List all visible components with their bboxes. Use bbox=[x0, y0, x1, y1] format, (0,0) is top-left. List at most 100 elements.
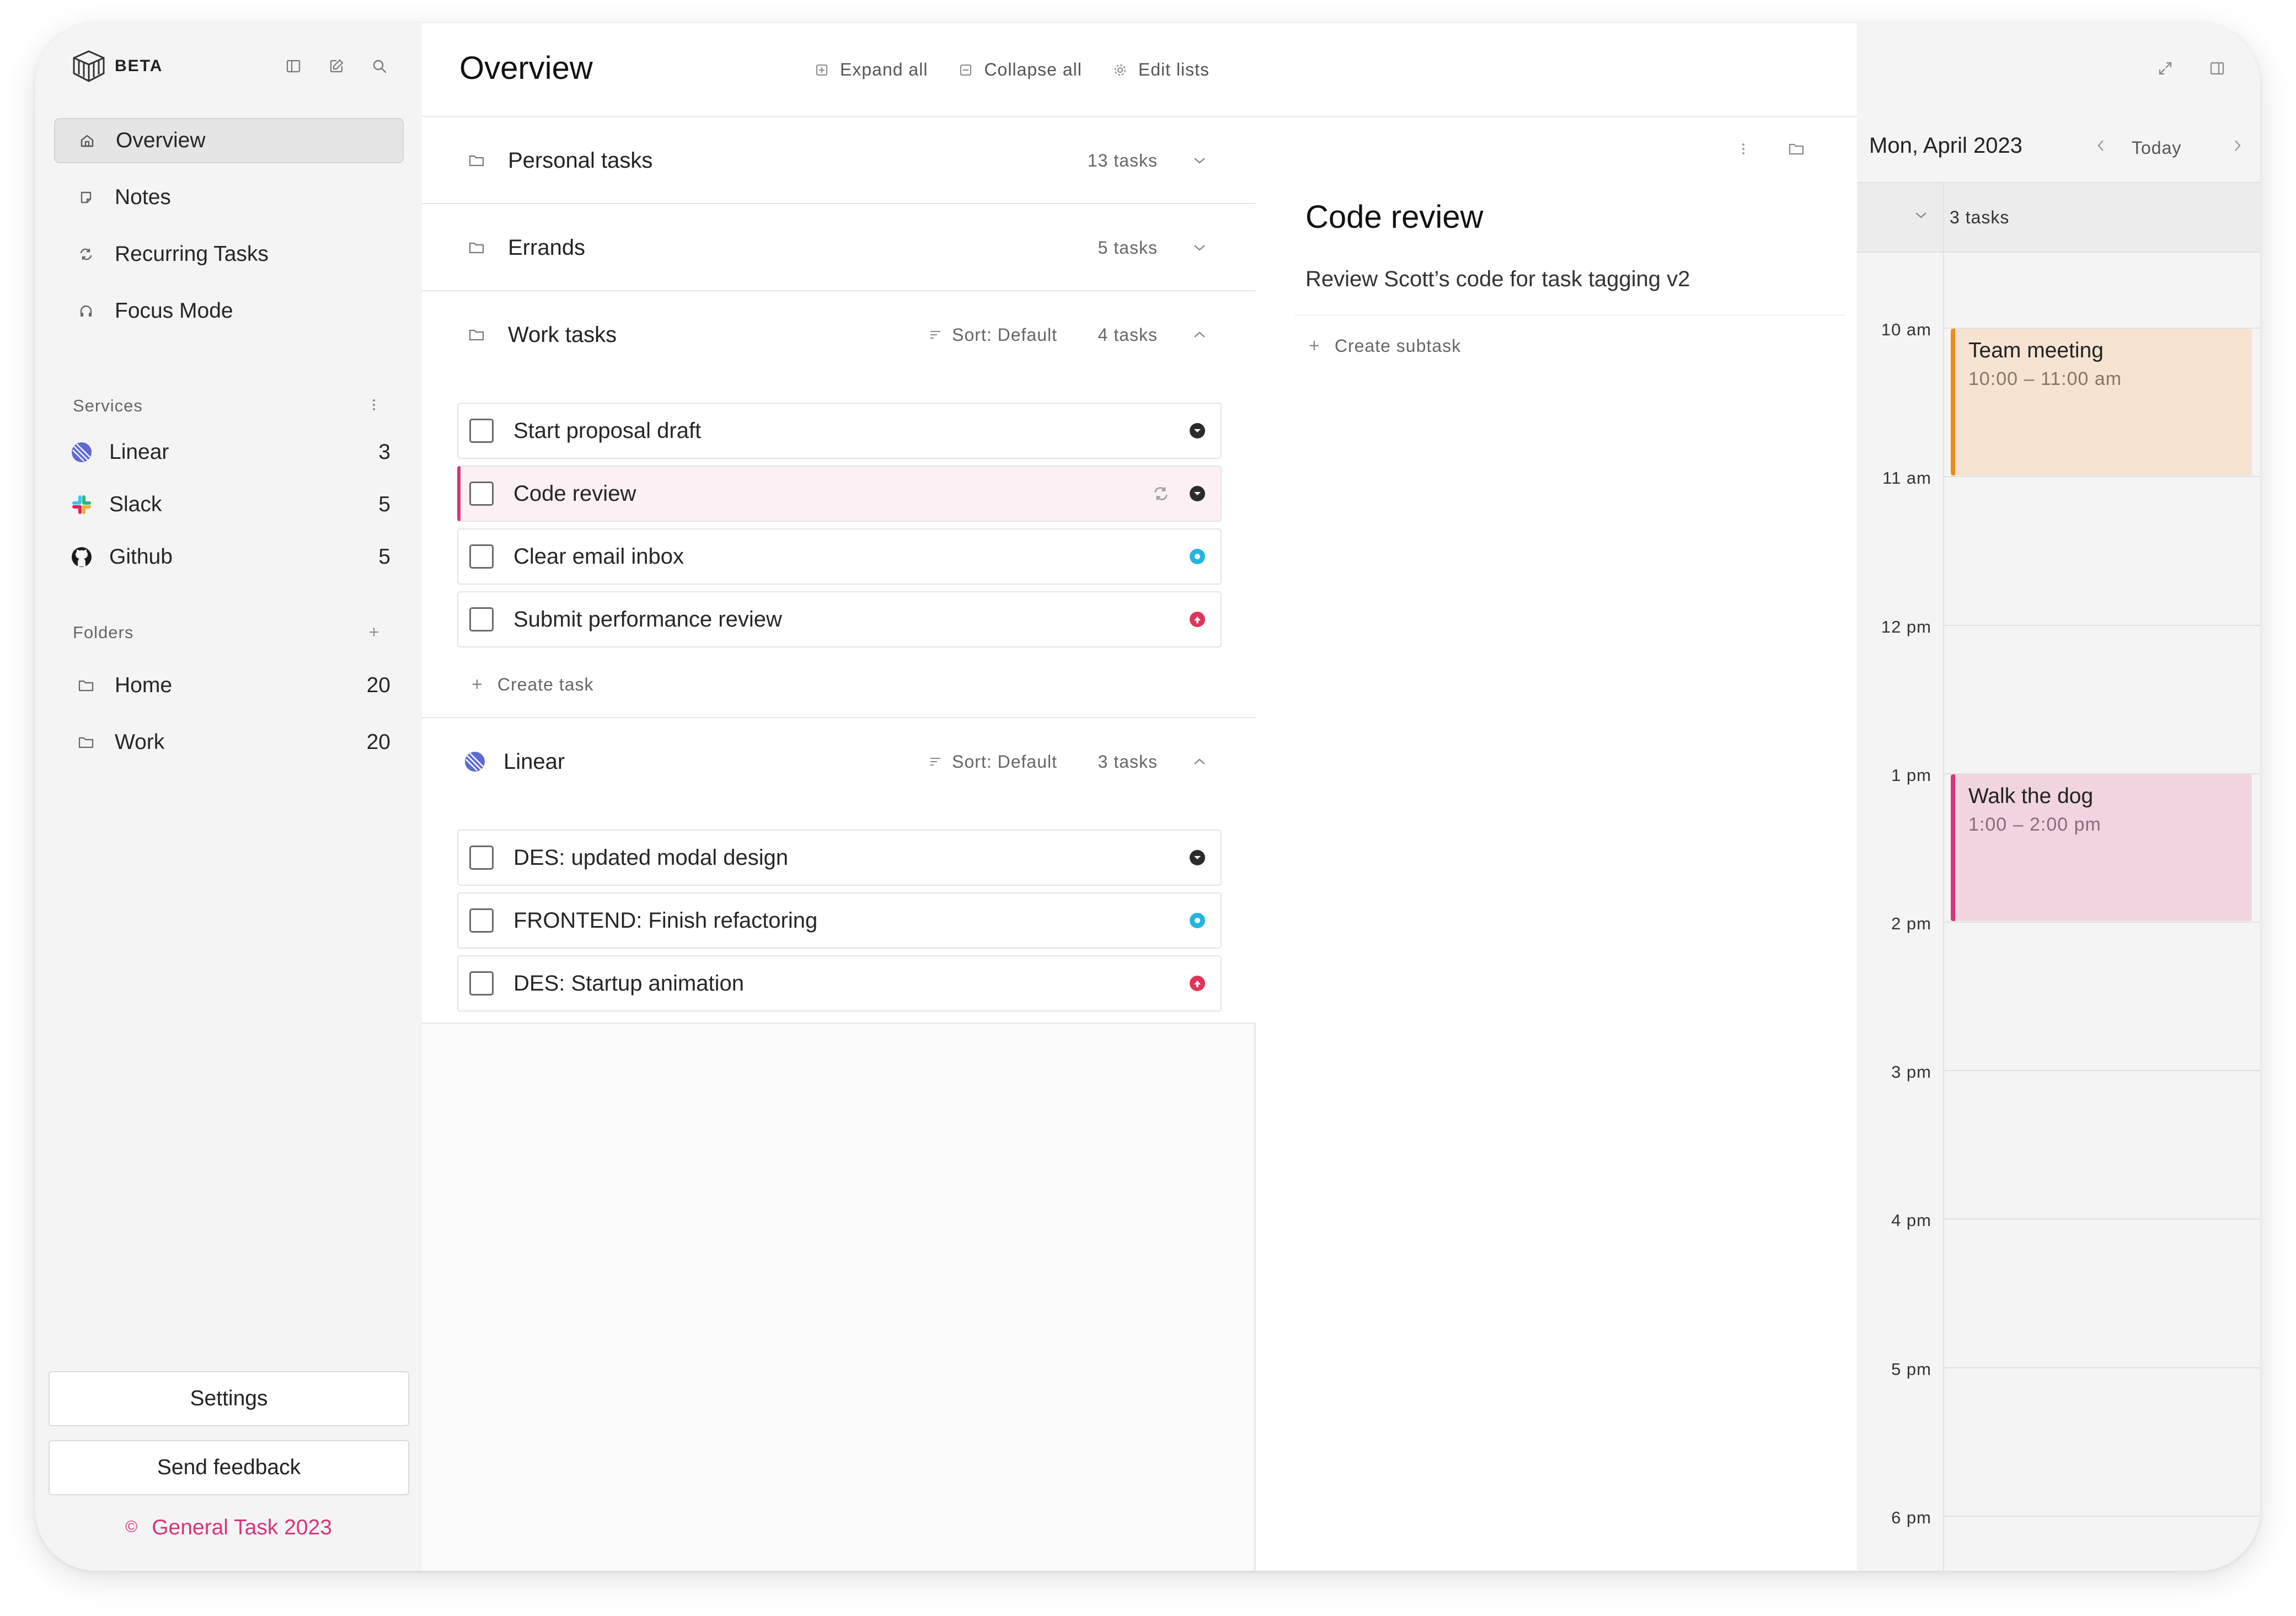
task-group-header[interactable]: Errands 5 tasks bbox=[422, 204, 1256, 291]
calendar-event-team-meeting[interactable]: Team meeting 10:00 – 11:00 am bbox=[1951, 329, 2252, 475]
service-item-linear[interactable]: Linear 3 bbox=[71, 433, 390, 472]
task-group-header[interactable]: Linear Sort: Default 3 tasks bbox=[422, 718, 1256, 805]
task-row[interactable]: FRONTEND: Finish refactoring bbox=[457, 892, 1222, 949]
task-group-name: Personal tasks bbox=[508, 148, 653, 173]
calendar-event-walk-the-dog[interactable]: Walk the dog 1:00 – 2:00 pm bbox=[1951, 774, 2252, 921]
search-icon[interactable] bbox=[368, 55, 390, 77]
sort-button[interactable]: Sort: Default bbox=[928, 325, 1057, 345]
services-menu-icon[interactable] bbox=[364, 395, 384, 415]
hour-line bbox=[1944, 773, 2260, 774]
event-title: Walk the dog bbox=[1968, 784, 2094, 808]
service-label: Linear bbox=[109, 440, 169, 464]
chevron-right-icon[interactable] bbox=[2228, 136, 2247, 156]
expand-all-button[interactable]: Expand all bbox=[815, 60, 928, 80]
priority-none-icon[interactable] bbox=[1189, 849, 1206, 866]
task-name: Start proposal draft bbox=[513, 418, 702, 443]
hour-row: 12 pm bbox=[1857, 617, 2260, 636]
service-item-github[interactable]: Github 5 bbox=[71, 538, 390, 576]
sidebar: BETA Overview Notes bbox=[35, 23, 422, 1571]
nav-item-label: Notes bbox=[115, 185, 171, 209]
hour-row: 3 pm bbox=[1857, 1062, 2260, 1082]
chevron-down-icon[interactable] bbox=[1912, 206, 1930, 224]
sidebar-toolbar bbox=[282, 55, 390, 77]
hour-row: 10 am bbox=[1857, 320, 2260, 339]
calendar-task-count: 3 tasks bbox=[1950, 207, 2010, 227]
priority-none-icon[interactable] bbox=[1189, 485, 1206, 502]
sort-icon bbox=[928, 327, 943, 343]
task-group-count: 13 tasks bbox=[1087, 150, 1158, 170]
collapse-sidebar-icon[interactable] bbox=[282, 55, 304, 77]
task-row-selected[interactable]: Code review bbox=[457, 465, 1222, 522]
add-folder-icon[interactable] bbox=[364, 622, 384, 642]
folder-item-home[interactable]: Home 20 bbox=[71, 666, 390, 705]
task-row[interactable]: Clear email inbox bbox=[457, 528, 1222, 585]
brand: BETA bbox=[71, 49, 163, 84]
plus-icon: + bbox=[472, 674, 483, 695]
task-checkbox[interactable] bbox=[469, 419, 494, 443]
service-item-slack[interactable]: Slack 5 bbox=[71, 485, 390, 524]
priority-high-icon[interactable] bbox=[1189, 975, 1206, 992]
today-button[interactable]: Today bbox=[2132, 138, 2182, 158]
chevron-down-icon[interactable] bbox=[1191, 152, 1208, 169]
task-row[interactable]: DES: Startup animation bbox=[457, 955, 1222, 1012]
service-label: Slack bbox=[109, 493, 162, 516]
copyright-text[interactable]: General Task 2023 bbox=[152, 1516, 332, 1539]
chevron-up-icon[interactable] bbox=[1191, 326, 1208, 344]
collapse-all-button[interactable]: Collapse all bbox=[959, 60, 1082, 80]
create-task-button[interactable]: + Create task bbox=[472, 674, 593, 695]
task-checkbox[interactable] bbox=[469, 971, 494, 996]
priority-high-icon[interactable] bbox=[1189, 611, 1206, 628]
nav-item-notes[interactable]: Notes bbox=[54, 175, 404, 220]
task-checkbox[interactable] bbox=[469, 481, 494, 506]
task-row[interactable]: DES: updated modal design bbox=[457, 830, 1222, 886]
nav-item-overview[interactable]: Overview bbox=[54, 118, 404, 163]
service-count: 5 bbox=[378, 493, 390, 516]
task-row[interactable]: Submit performance review bbox=[457, 591, 1222, 648]
service-count: 3 bbox=[378, 440, 390, 464]
settings-button[interactable]: Settings bbox=[49, 1371, 409, 1426]
task-checkbox[interactable] bbox=[469, 846, 494, 870]
create-subtask-button[interactable]: + Create subtask bbox=[1309, 335, 1461, 357]
hour-line bbox=[1944, 922, 2260, 923]
chevron-left-icon[interactable] bbox=[2091, 136, 2111, 156]
task-group-errands: Errands 5 tasks bbox=[422, 204, 1256, 291]
nav-item-focus-mode[interactable]: Focus Mode bbox=[54, 288, 404, 334]
task-title[interactable]: Code review bbox=[1305, 199, 1484, 235]
sort-button[interactable]: Sort: Default bbox=[928, 752, 1057, 772]
folder-item-work[interactable]: Work 20 bbox=[71, 723, 390, 762]
hour-line bbox=[1944, 1070, 2260, 1071]
task-detail-panel: Code review Review Scott’s code for task… bbox=[1256, 23, 1857, 1571]
compose-icon[interactable] bbox=[325, 55, 347, 77]
hour-label: 2 pm bbox=[1891, 914, 1931, 933]
time-gutter-divider bbox=[1943, 183, 1944, 1571]
hour-line bbox=[1944, 1367, 2260, 1368]
nav-item-label: Overview bbox=[116, 129, 206, 152]
send-feedback-button[interactable]: Send feedback bbox=[49, 1440, 409, 1495]
priority-none-icon[interactable] bbox=[1189, 422, 1206, 440]
headphones-icon bbox=[76, 301, 96, 321]
chevron-down-icon[interactable] bbox=[1191, 239, 1208, 256]
sort-label: Sort: Default bbox=[952, 751, 1057, 772]
priority-medium-icon[interactable] bbox=[1189, 912, 1206, 929]
task-checkbox[interactable] bbox=[469, 908, 494, 933]
more-options-icon[interactable] bbox=[1733, 139, 1753, 159]
move-to-folder-icon[interactable] bbox=[1786, 139, 1806, 159]
chevron-up-icon[interactable] bbox=[1191, 753, 1208, 770]
task-group-header[interactable]: Personal tasks 13 tasks bbox=[422, 117, 1256, 204]
folder-label: Home bbox=[115, 673, 173, 697]
task-checkbox[interactable] bbox=[469, 544, 494, 569]
task-checkbox[interactable] bbox=[469, 607, 494, 632]
toggle-panel-icon[interactable] bbox=[2207, 58, 2227, 78]
edit-lists-button[interactable]: Edit lists bbox=[1113, 60, 1209, 80]
note-icon bbox=[76, 188, 96, 207]
edit-lists-label: Edit lists bbox=[1138, 60, 1209, 79]
priority-medium-icon[interactable] bbox=[1189, 548, 1206, 565]
task-group-header[interactable]: Work tasks Sort: Default 4 tasks bbox=[422, 291, 1256, 378]
general-task-logo-icon bbox=[73, 50, 105, 82]
task-row[interactable]: Start proposal draft bbox=[457, 403, 1222, 459]
hour-row: 4 pm bbox=[1857, 1211, 2260, 1230]
task-group-personal: Personal tasks 13 tasks bbox=[422, 117, 1256, 204]
task-description[interactable]: Review Scott’s code for task tagging v2 bbox=[1305, 267, 1690, 291]
nav-item-recurring-tasks[interactable]: Recurring Tasks bbox=[54, 232, 404, 277]
expand-icon[interactable] bbox=[2155, 58, 2175, 78]
